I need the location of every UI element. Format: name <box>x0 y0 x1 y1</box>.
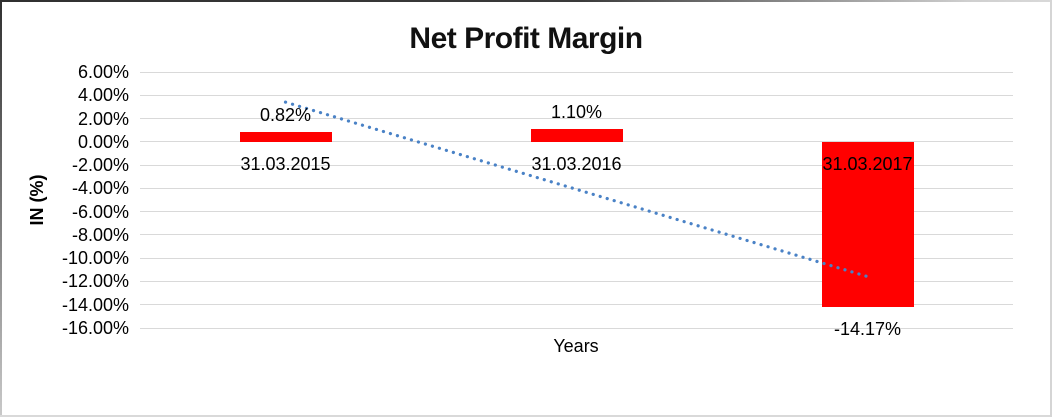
y-tick-label: -8.00% <box>71 224 129 245</box>
y-tick-label: 4.00% <box>77 85 129 106</box>
data-label: -14.17% <box>833 318 902 339</box>
y-tick-label: -16.00% <box>61 318 129 338</box>
y-tick-label: -4.00% <box>71 178 129 199</box>
y-tick-label: -10.00% <box>61 248 129 269</box>
y-tick-label: -6.00% <box>71 201 129 222</box>
y-tick-label: 6.00% <box>77 62 129 82</box>
border-bottom <box>0 415 1052 417</box>
y-tick-label: -14.00% <box>61 294 129 315</box>
gridline <box>140 280 1013 282</box>
chart-title: Net Profit Margin <box>409 22 643 55</box>
gridline <box>140 94 1013 96</box>
bar <box>239 132 332 142</box>
y-tick-label: -12.00% <box>61 271 129 292</box>
y-axis-title: IN (%) <box>27 174 47 226</box>
category-label: 31.03.2015 <box>240 153 331 174</box>
category-label: 31.03.2017 <box>822 153 913 174</box>
border-left <box>0 0 2 417</box>
border-right <box>1050 0 1052 417</box>
category-label: 31.03.2016 <box>531 153 622 174</box>
gridline <box>140 71 1013 73</box>
data-label: 1.10% <box>550 102 603 123</box>
gridline <box>140 304 1013 306</box>
bar <box>530 129 623 142</box>
y-tick-label: -2.00% <box>71 155 129 176</box>
y-tick-label: 0.00% <box>77 131 129 152</box>
x-axis-title: Years <box>553 336 599 356</box>
border-top <box>0 0 1052 2</box>
y-tick-label: 2.00% <box>77 108 129 129</box>
data-label: 0.82% <box>259 105 312 126</box>
gridline <box>140 327 1013 329</box>
